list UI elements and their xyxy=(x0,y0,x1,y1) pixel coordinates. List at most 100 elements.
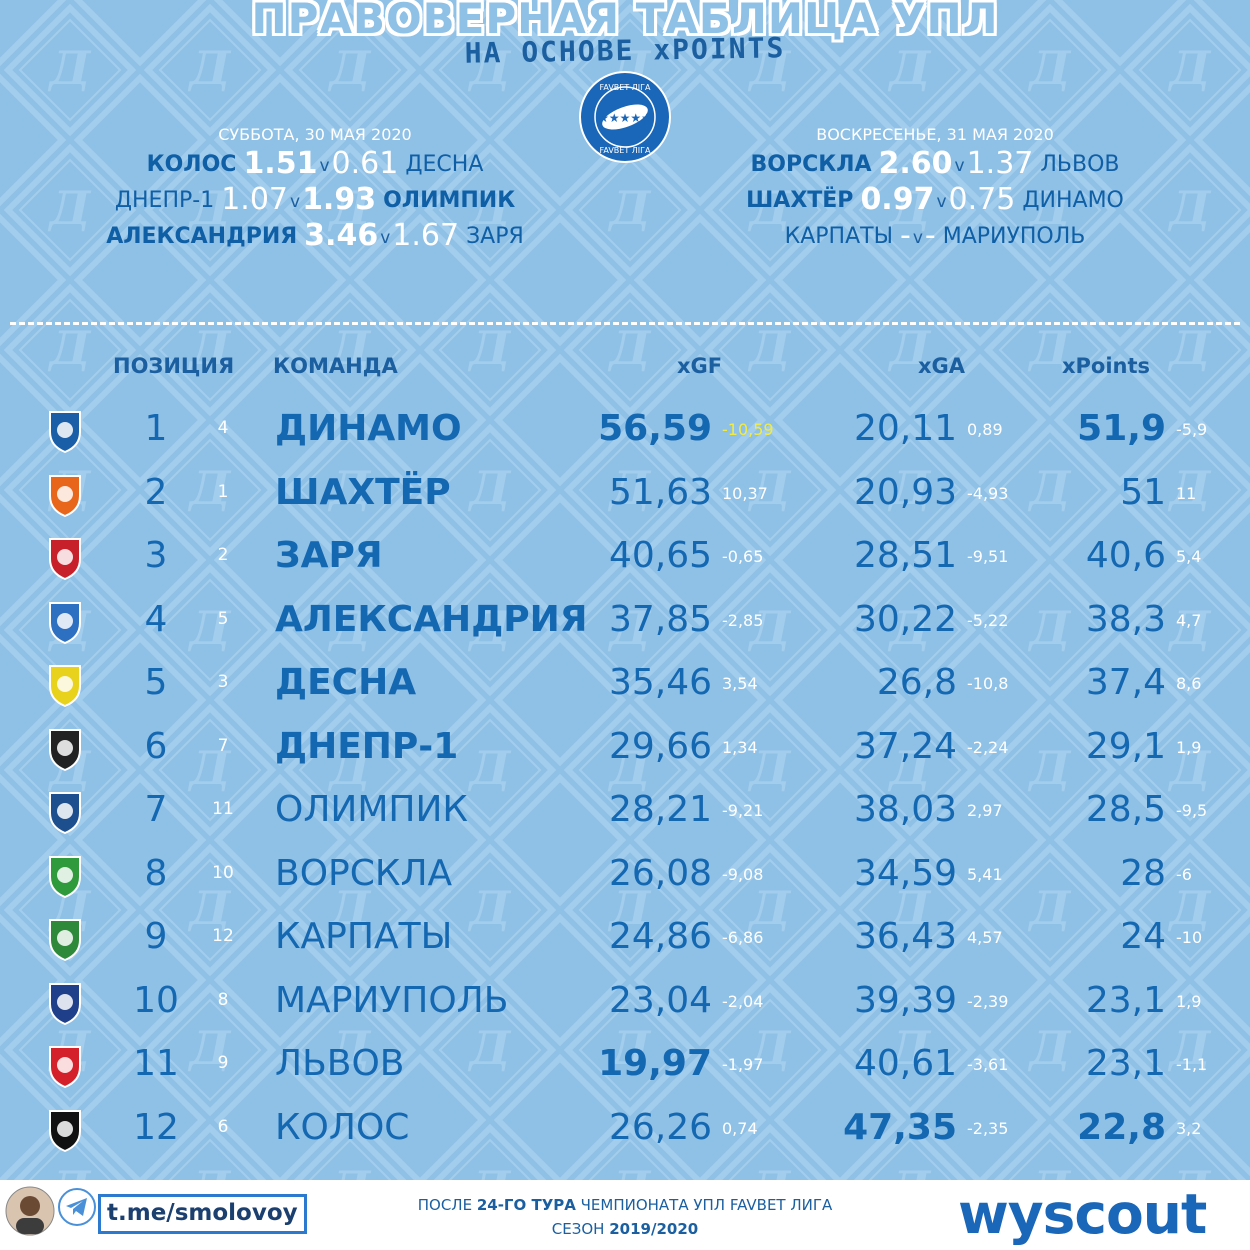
match-away-xg: 0.75 xyxy=(948,182,1016,217)
previous-position: 1 xyxy=(217,481,229,502)
page-title: ПРАВОВЕРНАЯ ТАБЛИЦА УПЛ xyxy=(251,0,999,43)
match-away-team: ДЕСНА xyxy=(405,152,484,177)
xga-delta: -10,8 xyxy=(967,674,1009,693)
previous-position: 8 xyxy=(217,989,229,1010)
position-value: 4 xyxy=(144,598,168,640)
match-line: КАРПАТЫ - v- МАРИУПОЛЬ xyxy=(655,218,1215,254)
match-home-team: ШАХТЁР xyxy=(746,188,854,213)
match-home-team: АЛЕКСАНДРИЯ xyxy=(106,224,298,249)
xgf-value: 28,21 xyxy=(608,789,712,830)
previous-position: 4 xyxy=(217,418,229,438)
xpoints-value: 22,8 xyxy=(1077,1106,1166,1148)
table-row: 1 4 ДИНАМО 56,59 -10,59 20,11 0,89 51,9 -5,9 xyxy=(0,400,1250,463)
xpoints-value: 28 xyxy=(1120,852,1166,894)
team-name: АЛЕКСАНДРИЯ xyxy=(275,598,588,640)
footer-season-text: СЕЗОН 2019/2020 xyxy=(551,1220,699,1238)
team-badge-icon xyxy=(49,728,81,771)
team-name: КОЛОС xyxy=(275,1106,410,1148)
previous-position: 5 xyxy=(217,608,229,629)
xgf-delta: -9,08 xyxy=(722,864,764,884)
svg-text:FAVBET ЛІГА: FAVBET ЛІГА xyxy=(600,146,652,155)
header-xgf: xGF xyxy=(677,354,723,378)
match-away-xg: 1.37 xyxy=(966,146,1034,181)
position-value: 8 xyxy=(144,852,168,894)
match-home-team: ДНЕПР-1 xyxy=(114,188,215,213)
xga-value: 37,24 xyxy=(853,725,957,767)
table-row: 11 9 ЛЬВОВ 19,97 -1,97 40,61 -3,61 23,1 -1,1 xyxy=(0,1035,1250,1098)
match-versus: v xyxy=(290,192,301,212)
match-away-xg: 1.67 xyxy=(392,218,460,253)
header-xga: xGA xyxy=(918,354,966,378)
position-value: 12 xyxy=(133,1106,179,1148)
team-name: ДЕСНА xyxy=(275,662,417,703)
xgf-value: 19,97 xyxy=(598,1043,712,1084)
position-value: 3 xyxy=(144,535,168,576)
match-versus: v xyxy=(954,156,965,176)
team-name: КАРПАТЫ xyxy=(275,916,453,957)
xga-value: 26,8 xyxy=(876,662,957,703)
team-badge-icon xyxy=(49,601,81,644)
svg-text:★★★★★: ★★★★★ xyxy=(598,111,652,125)
xpoints-delta: -6 xyxy=(1176,864,1192,884)
day-label: СУББОТА, 30 МАЯ 2020 xyxy=(218,125,412,144)
xgf-value: 56,59 xyxy=(598,408,712,449)
xga-delta: -9,51 xyxy=(967,547,1009,566)
xgf-delta: 1,34 xyxy=(722,737,758,757)
league-logo: ★★★★★ FAVBET ЛІГА FAVBET ЛІГА xyxy=(579,71,671,163)
team-name: ОЛИМПИК xyxy=(275,789,468,830)
xga-value: 20,93 xyxy=(853,471,957,513)
xga-value: 40,61 xyxy=(853,1043,957,1084)
match-away-team: ДИНАМО xyxy=(1022,188,1124,213)
match-away-team: ОЛИМПИК xyxy=(383,188,516,213)
xgf-delta: -0,65 xyxy=(722,547,764,566)
match-away-team: ЗАРЯ xyxy=(466,224,524,249)
position-value: 1 xyxy=(144,408,168,449)
telegram-icon[interactable] xyxy=(58,1188,96,1226)
xgf-delta: -6,86 xyxy=(722,928,764,947)
previous-position: 11 xyxy=(212,799,234,819)
previous-position: 10 xyxy=(212,862,234,883)
xpoints-value: 51 xyxy=(1120,471,1166,513)
xga-value: 20,11 xyxy=(853,408,957,449)
team-badge-icon xyxy=(49,665,81,708)
match-line: ВОРСКЛА 2.60 v1.37 ЛЬВОВ xyxy=(655,146,1215,182)
table-row: 10 8 МАРИУПОЛЬ 23,04 -2,04 39,39 -2,39 23,1 1,9 xyxy=(0,972,1250,1035)
telegram-link[interactable]: t.me/smolovoy xyxy=(98,1194,307,1234)
xgf-delta: 3,54 xyxy=(722,674,758,693)
xpoints-delta: -5,9 xyxy=(1176,420,1208,439)
header-position: ПОЗИЦИЯ xyxy=(113,354,235,378)
xpoints-value: 23,1 xyxy=(1085,1043,1166,1084)
xpoints-value: 24 xyxy=(1120,916,1166,957)
position-value: 11 xyxy=(133,1043,179,1084)
day-label: ВОСКРЕСЕНЬЕ, 31 МАЯ 2020 xyxy=(816,125,1054,144)
xgf-delta: -2,04 xyxy=(722,991,764,1011)
position-value: 2 xyxy=(144,471,168,513)
table-row: 4 5 АЛЕКСАНДРИЯ 37,85 -2,85 30,22 -5,22 38,3 4,7 xyxy=(0,591,1250,654)
xga-value: 39,39 xyxy=(853,979,957,1021)
team-name: ЛЬВОВ xyxy=(275,1043,405,1084)
xgf-value: 35,46 xyxy=(608,662,712,703)
xga-delta: -3,61 xyxy=(967,1055,1009,1074)
xpoints-value: 23,1 xyxy=(1085,979,1166,1021)
xpoints-value: 38,3 xyxy=(1085,598,1166,640)
xga-value: 34,59 xyxy=(853,852,957,894)
xga-value: 36,43 xyxy=(853,916,957,957)
xgf-value: 37,85 xyxy=(608,598,712,640)
match-away-team: ЛЬВОВ xyxy=(1040,152,1120,177)
team-badge-icon xyxy=(49,855,81,898)
match-away-xg: - xyxy=(924,218,936,253)
xpoints-value: 51,9 xyxy=(1077,408,1166,449)
previous-position: 6 xyxy=(217,1116,229,1137)
xgf-value: 40,65 xyxy=(608,535,712,576)
match-home-xg: 1.51 xyxy=(243,146,318,181)
xgf-value: 26,26 xyxy=(608,1106,712,1148)
team-badge-icon xyxy=(49,474,81,517)
header-xpoints: xPoints xyxy=(1062,354,1151,378)
svg-text:FAVBET ЛІГА: FAVBET ЛІГА xyxy=(600,83,652,92)
section-divider xyxy=(10,322,1240,325)
position-value: 9 xyxy=(144,916,168,957)
match-home-team: КАРПАТЫ xyxy=(784,224,893,249)
position-value: 7 xyxy=(144,789,168,830)
match-home-team: ВОРСКЛА xyxy=(750,152,872,177)
